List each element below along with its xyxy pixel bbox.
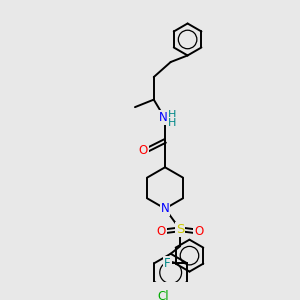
Text: O: O [157,225,166,238]
Text: F: F [164,257,170,270]
Text: H: H [168,118,177,128]
Text: O: O [194,225,203,238]
Text: N: N [161,202,170,215]
Text: N: N [159,111,167,124]
Text: O: O [139,144,148,157]
Text: Cl: Cl [157,290,169,300]
Text: H: H [168,110,177,120]
Text: S: S [176,223,184,236]
